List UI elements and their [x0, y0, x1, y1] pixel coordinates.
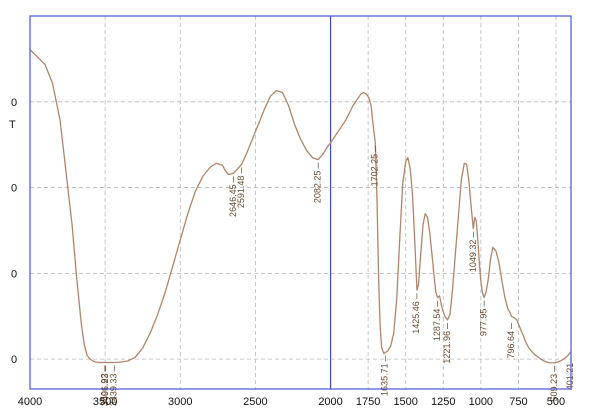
peak-label: 1221.96	[442, 331, 452, 364]
x-tick-label: 2500	[243, 396, 267, 408]
plot-frame	[29, 15, 572, 390]
x-axis-ticks: 4000 3500 3000 2500 2000 1750 1500 1250 1000 750 5…	[18, 396, 565, 408]
peak-label: 796.64	[506, 331, 516, 359]
y-tick-label: 0	[11, 97, 17, 109]
peak-label: 3496.23	[100, 373, 110, 406]
x-tick-label: 4000	[18, 396, 42, 408]
peak-label: 3439.33	[109, 374, 119, 407]
peak-label: 1287.54	[432, 309, 442, 342]
x-tick-label: 1000	[469, 396, 493, 408]
x-tick-label: 1500	[393, 396, 417, 408]
peak-label: 1049.32	[468, 240, 478, 273]
peak-label: 3501.92	[99, 374, 109, 407]
y-axis-label: T	[9, 119, 16, 131]
x-tick-label: 1750	[356, 396, 380, 408]
peak-label: 1425.46	[411, 301, 421, 334]
x-tick-label: 1250	[431, 396, 455, 408]
plot-background	[30, 16, 571, 389]
x-tick-label: 500	[547, 396, 565, 408]
peak-label: 2591.48	[236, 176, 246, 209]
peak-label: 401.21	[565, 363, 575, 391]
peak-label: 1702.25	[370, 154, 380, 187]
peak-label: 2646.45	[228, 184, 238, 217]
x-tick-label: 3500	[93, 396, 117, 408]
peak-label: 977.95	[478, 309, 488, 337]
y-tick-label: 0	[11, 354, 17, 366]
peak-label: 1635.71	[380, 363, 390, 396]
spectrum-line	[29, 49, 572, 364]
x-tick-label: 2000	[318, 396, 342, 408]
peak-label: 509.23	[549, 374, 559, 402]
peak-label: 2082.25	[313, 171, 323, 204]
x-tick-label: 3000	[168, 396, 192, 408]
y-axis-ticks: 0 0 0 0	[11, 97, 17, 366]
x-tick-label: 750	[509, 396, 527, 408]
y-tick-label: 0	[11, 183, 17, 195]
y-tick-label: 0	[11, 268, 17, 280]
